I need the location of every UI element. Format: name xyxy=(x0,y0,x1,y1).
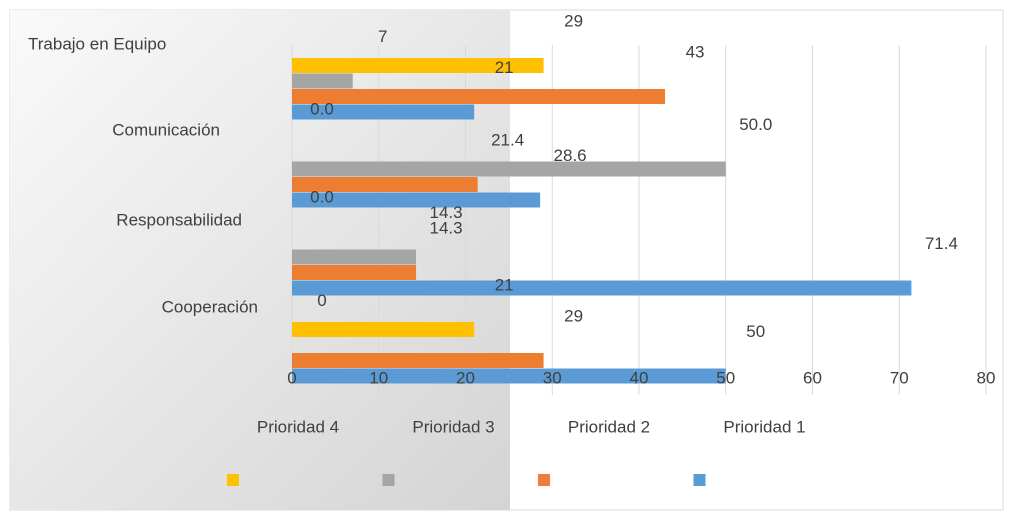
legend-label: Prioridad 4 xyxy=(257,417,339,436)
category-label: Comunicación xyxy=(112,120,220,139)
value-label: 0.0 xyxy=(310,187,334,206)
bar xyxy=(292,249,417,265)
x-tick-label: 60 xyxy=(803,368,822,387)
value-label: 21 xyxy=(495,58,514,77)
x-tick-label: 70 xyxy=(890,368,909,387)
bar xyxy=(292,192,541,208)
value-label: 43 xyxy=(686,42,705,61)
value-label: 50.0 xyxy=(739,115,772,134)
value-label: 29 xyxy=(564,306,583,325)
x-tick-label: 50 xyxy=(716,368,735,387)
bar xyxy=(292,161,726,177)
category-label: Responsabilidad xyxy=(116,210,242,229)
value-label: 7 xyxy=(378,27,387,46)
bar xyxy=(292,265,417,280)
legend-label: Prioridad 3 xyxy=(412,417,494,436)
category-label: Trabajo en Equipo xyxy=(28,34,166,53)
x-tick-label: 10 xyxy=(369,368,388,387)
x-tick-label: 0 xyxy=(287,368,296,387)
legend-swatch xyxy=(382,474,395,486)
value-label: 71.4 xyxy=(925,234,958,253)
legend-label: Prioridad 2 xyxy=(568,417,650,436)
category-label: Cooperación xyxy=(162,297,258,316)
legend-label: Prioridad 1 xyxy=(723,417,805,436)
value-label: 0 xyxy=(317,291,326,310)
legend-swatch xyxy=(693,474,706,486)
legend-swatch xyxy=(538,474,550,486)
value-label: 14.3 xyxy=(430,203,463,222)
legend-swatch xyxy=(227,474,239,486)
x-tick-label: 30 xyxy=(543,368,562,387)
value-label: 50 xyxy=(746,322,765,341)
value-label: 29 xyxy=(564,11,583,30)
bar xyxy=(292,73,353,89)
value-label: 28.6 xyxy=(554,146,587,165)
bar xyxy=(292,280,912,296)
x-tick-label: 40 xyxy=(630,368,649,387)
value-label: 14.3 xyxy=(430,218,463,237)
value-label: 0.0 xyxy=(310,99,334,118)
x-tick-label: 80 xyxy=(977,368,996,387)
bar xyxy=(292,104,475,120)
value-label: 21 xyxy=(495,275,514,294)
bar xyxy=(292,353,544,368)
x-tick-label: 20 xyxy=(456,368,475,387)
bar xyxy=(292,58,544,73)
bar xyxy=(292,177,478,192)
bar xyxy=(292,368,726,384)
bar xyxy=(292,89,666,104)
bar xyxy=(292,322,475,337)
value-label: 21.4 xyxy=(491,130,524,149)
